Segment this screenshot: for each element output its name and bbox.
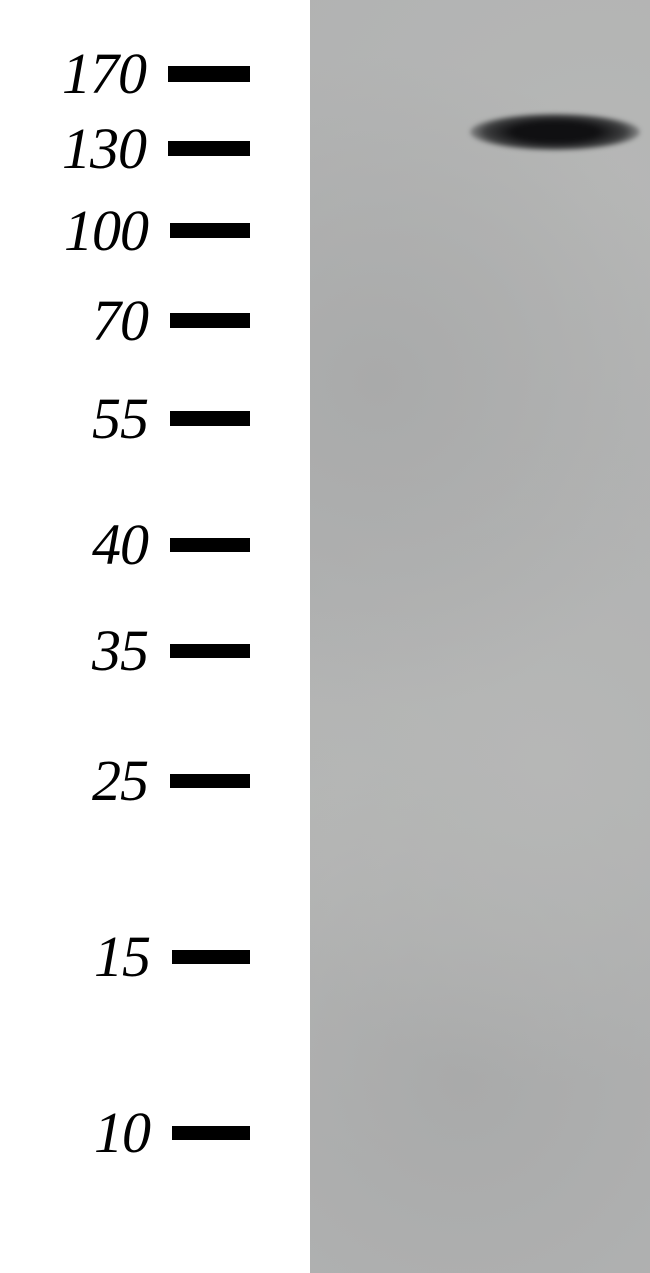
- western-blot-figure: 170 130 100 70 55 40 35 25 15 10: [0, 0, 650, 1273]
- protein-band: [470, 114, 640, 150]
- marker-row-10: 10: [72, 1099, 250, 1166]
- marker-label: 130: [41, 115, 146, 182]
- marker-tick: [170, 411, 250, 426]
- marker-tick: [170, 313, 250, 328]
- marker-label: 10: [72, 1099, 150, 1166]
- marker-row-170: 170: [41, 40, 250, 107]
- marker-label: 55: [70, 385, 148, 452]
- marker-row-55: 55: [70, 385, 250, 452]
- marker-tick: [172, 1126, 250, 1140]
- marker-tick: [170, 223, 250, 238]
- marker-tick: [168, 141, 250, 156]
- marker-tick: [170, 774, 250, 788]
- marker-label: 15: [72, 923, 150, 990]
- marker-row-40: 40: [70, 511, 250, 578]
- blot-membrane: [310, 0, 650, 1273]
- molecular-weight-ladder: 170 130 100 70 55 40 35 25 15 10: [0, 0, 305, 1273]
- marker-label: 35: [70, 617, 148, 684]
- marker-row-70: 70: [70, 287, 250, 354]
- marker-tick: [168, 66, 250, 82]
- marker-row-35: 35: [70, 617, 250, 684]
- marker-row-25: 25: [70, 747, 250, 814]
- marker-label: 40: [70, 511, 148, 578]
- blot-lane-1: [310, 0, 475, 1273]
- marker-row-100: 100: [43, 197, 250, 264]
- marker-tick: [170, 644, 250, 658]
- marker-row-15: 15: [72, 923, 250, 990]
- marker-tick: [172, 950, 250, 964]
- marker-label: 170: [41, 40, 146, 107]
- marker-label: 70: [70, 287, 148, 354]
- blot-lane-2: [475, 0, 650, 1273]
- marker-label: 100: [43, 197, 148, 264]
- marker-tick: [170, 538, 250, 552]
- marker-label: 25: [70, 747, 148, 814]
- marker-row-130: 130: [41, 115, 250, 182]
